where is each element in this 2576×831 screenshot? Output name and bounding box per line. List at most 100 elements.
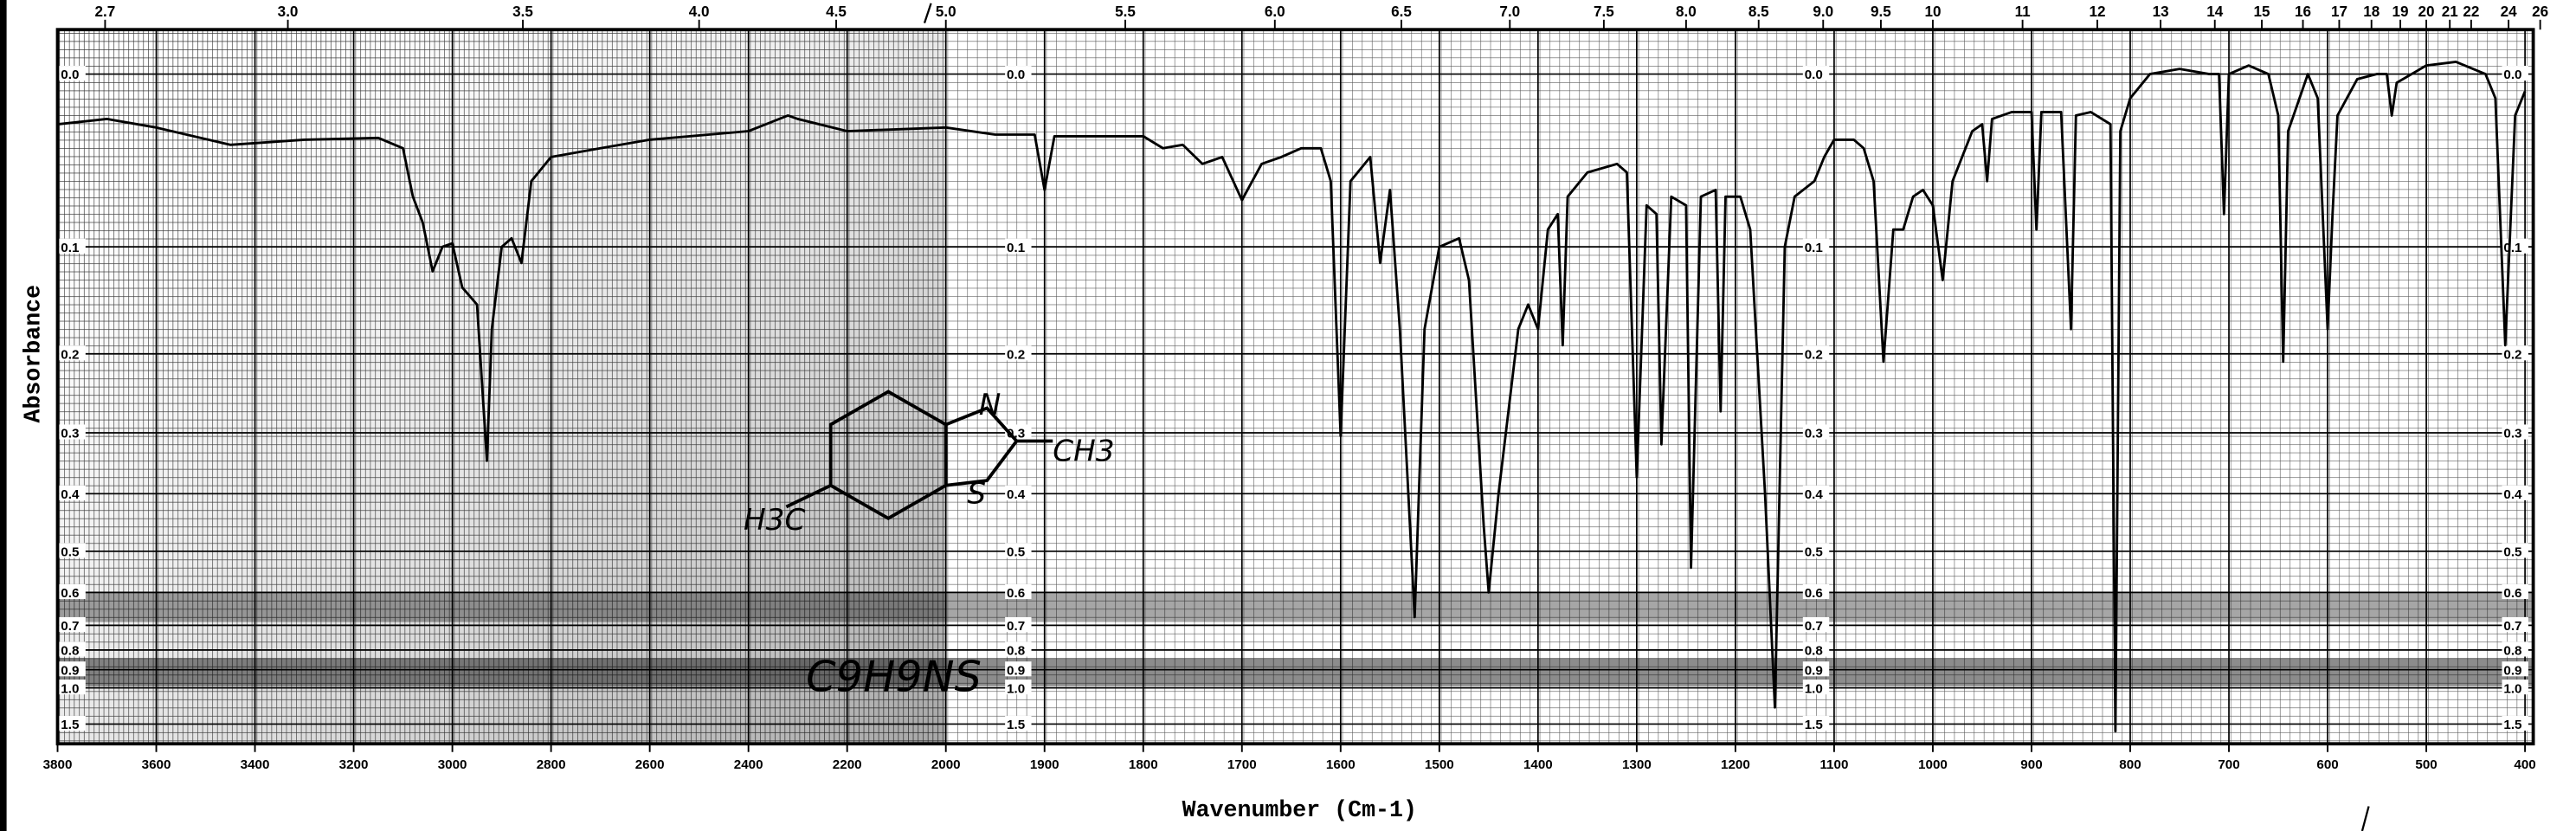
x-tick-label: 1500 <box>1425 757 1454 772</box>
y-tick-label-bg <box>2502 661 2528 677</box>
x-axis-title: Wavenumber (Cm-1) <box>1182 797 1417 823</box>
y-tick-label: 1.5 <box>61 718 80 732</box>
top-tick-label: 19 <box>2392 3 2409 20</box>
y-tick-label-bg <box>59 616 86 632</box>
y-tick-label: 0.4 <box>61 487 80 502</box>
top-tick-label: 2.7 <box>95 3 116 20</box>
methyl-bond-left <box>785 484 832 509</box>
y-tick-label: 0.6 <box>61 586 79 601</box>
structure-label-n: N <box>979 388 1001 422</box>
y-tick-label-bg <box>1005 485 1032 500</box>
y-tick-label: 0.2 <box>61 347 79 362</box>
top-micron-labels: 2.7 3.0 3.5 4.0 4.5 5.0 5.5 6.0 6.5 7.0 7.5 8.0 8.5 9… <box>95 3 2548 30</box>
y-tick-label: 0.8 <box>2503 644 2521 659</box>
y-tick-label: 0.4 <box>2503 487 2522 502</box>
top-tick-label: 10 <box>1924 3 1941 20</box>
top-tick-label: 8.5 <box>1748 3 1769 20</box>
x-tick-label: 2200 <box>833 757 862 772</box>
y-tick-label-bg <box>2502 616 2528 632</box>
y-tick-label-bg <box>59 485 86 500</box>
y-tick-label: 0.7 <box>61 619 79 634</box>
y-tick-label: 0.0 <box>1007 68 1025 82</box>
y-tick-label: 0.7 <box>1007 619 1025 634</box>
y-tick-label: 0.3 <box>61 427 79 441</box>
y-tick-label: 0.8 <box>1007 644 1025 659</box>
y-tick-label-bg <box>1802 345 1830 361</box>
y-tick-label-bg <box>2502 66 2528 81</box>
y-tick-label: 0.0 <box>2503 68 2521 82</box>
x-tick-label: 2800 <box>537 757 566 772</box>
y-tick-label: 0.5 <box>1007 545 1026 560</box>
y-tick-label-bg <box>59 345 86 361</box>
y-tick-label-bg <box>1802 543 1830 558</box>
structure-label-ch3: CH3 <box>1053 434 1114 468</box>
x-tick-label: 3200 <box>339 757 369 772</box>
y-tick-label-bg <box>1005 715 1032 731</box>
y-tick-label-bg <box>59 424 86 440</box>
x-tick-label: 2400 <box>734 757 763 772</box>
x-tick-label: 1100 <box>1819 757 1848 772</box>
grid-low-region <box>945 29 2534 744</box>
pen-mark-bottom <box>2360 806 2370 831</box>
y-tick-label: 0.6 <box>1007 586 1025 601</box>
top-tick-label: 5.5 <box>1115 3 1136 20</box>
y-tick-label-bg <box>59 641 86 657</box>
y-tick-label-bg <box>1005 238 1032 254</box>
y-tick-label: 0.5 <box>1805 545 1824 560</box>
y-tick-label: 0.4 <box>1805 487 1824 502</box>
y-tick-label-bg <box>1802 583 1830 599</box>
structure-label-h3c: H3C <box>744 503 805 538</box>
y-tick-label-bg <box>2502 543 2528 558</box>
y-tick-label-bg <box>1802 485 1830 500</box>
x-tick-label: 500 <box>2415 757 2437 772</box>
y-tick-label-bg <box>1802 641 1830 657</box>
y-tick-label-bg <box>1802 715 1830 731</box>
y-tick-label-bg <box>1802 66 1830 81</box>
y-tick-label: 0.2 <box>1805 347 1823 362</box>
top-tick-label: 9.0 <box>1813 3 1833 20</box>
x-tick-label: 900 <box>2020 757 2042 772</box>
plot-area <box>55 28 2535 746</box>
y-tick-label: 0.9 <box>1007 663 1025 678</box>
y-tick-label-bg <box>59 661 86 677</box>
y-tick-label-bg <box>2502 641 2528 657</box>
y-tick-label-bg <box>59 715 86 731</box>
x-tick-label: 1200 <box>1721 757 1750 772</box>
y-tick-label-bg <box>2502 345 2528 361</box>
x-tick-label: 1900 <box>1030 757 1059 772</box>
x-tick-label: 700 <box>2218 757 2239 772</box>
y-tick-label-bg <box>59 238 86 254</box>
y-tick-label: 0.3 <box>2503 427 2521 441</box>
y-tick-label: 0.5 <box>61 545 80 560</box>
y-axis-title: Absorbance <box>21 285 47 423</box>
y-tick-label-bg <box>1802 238 1830 254</box>
y-tick-label: 0.9 <box>1805 663 1823 678</box>
structure-label-s: S <box>967 477 986 512</box>
x-tick-labels: 3800 3600 3400 3200 3000 2800 2600 2400 2200 2000… <box>43 744 2536 772</box>
y-tick-label: 0.9 <box>61 663 79 678</box>
y-tick-label: 0.9 <box>2503 663 2521 678</box>
dark-band-2 <box>57 658 2534 686</box>
y-tick-label: 1.5 <box>1805 718 1824 732</box>
left-border-strip <box>0 0 7 831</box>
top-tick-label: 13 <box>2153 3 2169 20</box>
top-tick-label: 14 <box>2206 3 2224 20</box>
y-tick-label-bg <box>59 680 86 695</box>
y-tick-label: 0.1 <box>2503 241 2522 255</box>
top-tick-label: 7.5 <box>1594 3 1614 20</box>
y-tick-label-bg <box>2502 680 2528 695</box>
x-tick-label: 2000 <box>931 757 961 772</box>
x-tick-label: 800 <box>2119 757 2141 772</box>
y-tick-label: 0.0 <box>1805 68 1823 82</box>
top-tick-label: 7.0 <box>1499 3 1520 20</box>
y-tick-label-bg <box>1802 680 1830 695</box>
x-tick-label: 3000 <box>438 757 467 772</box>
x-tick-label: 1400 <box>1523 757 1553 772</box>
y-tick-label: 0.1 <box>61 241 80 255</box>
y-tick-label: 0.5 <box>2503 545 2522 560</box>
y-tick-label: 1.0 <box>61 681 79 696</box>
spectrum-line <box>57 61 2527 733</box>
y-tick-labels: 0.0 0.1 0.2 0.3 0.4 0.5 0.6 0.7 0.8 0.9 1.0 1.5 0.0 0… <box>59 66 2528 732</box>
top-tick-label: 5.0 <box>936 3 956 20</box>
